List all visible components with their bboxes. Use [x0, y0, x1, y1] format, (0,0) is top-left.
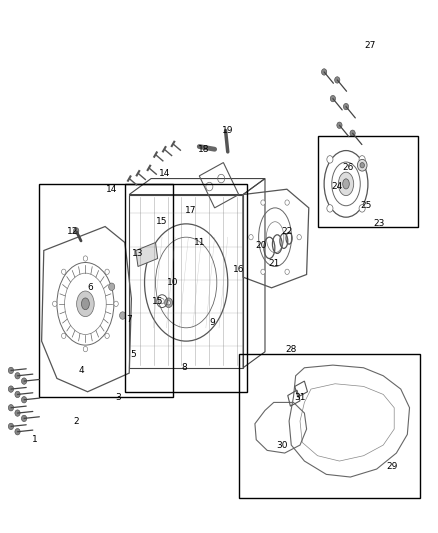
Text: 27: 27 [364, 41, 376, 50]
Circle shape [335, 77, 340, 83]
Circle shape [105, 269, 109, 274]
Circle shape [8, 386, 14, 392]
Ellipse shape [81, 298, 89, 310]
Bar [318, 136, 418, 227]
Text: 4: 4 [78, 366, 84, 375]
Bar [125, 184, 247, 392]
Ellipse shape [338, 172, 354, 196]
Text: 19: 19 [222, 126, 233, 135]
Text: 3: 3 [115, 393, 121, 401]
Circle shape [8, 405, 14, 411]
Circle shape [261, 200, 265, 205]
Text: 31: 31 [294, 393, 306, 401]
Text: 23: 23 [373, 220, 385, 228]
Circle shape [15, 429, 20, 435]
Circle shape [74, 228, 79, 234]
Circle shape [109, 283, 115, 290]
Circle shape [285, 200, 289, 205]
Circle shape [21, 378, 27, 384]
Text: 8: 8 [181, 364, 187, 372]
Circle shape [261, 269, 265, 274]
Circle shape [62, 269, 66, 274]
Circle shape [62, 333, 66, 338]
Text: 24: 24 [332, 182, 343, 191]
Text: 5: 5 [131, 350, 137, 359]
Circle shape [8, 423, 14, 430]
Circle shape [249, 235, 253, 240]
Text: 26: 26 [343, 164, 354, 172]
Circle shape [83, 346, 88, 352]
Text: 22: 22 [281, 228, 293, 236]
Text: 2: 2 [74, 417, 79, 425]
Bar [239, 354, 420, 498]
Bar [39, 184, 173, 397]
Circle shape [15, 410, 20, 416]
Circle shape [350, 130, 355, 136]
Ellipse shape [77, 291, 94, 317]
Circle shape [327, 156, 333, 163]
Polygon shape [136, 243, 158, 266]
Ellipse shape [360, 163, 364, 168]
Circle shape [337, 122, 342, 128]
Circle shape [21, 397, 27, 403]
Circle shape [359, 205, 365, 212]
Text: 30: 30 [277, 441, 288, 449]
Circle shape [15, 373, 20, 379]
Text: 1: 1 [32, 435, 38, 444]
Ellipse shape [357, 159, 367, 171]
Text: 14: 14 [106, 185, 117, 193]
Circle shape [330, 95, 336, 102]
Text: 15: 15 [156, 217, 168, 225]
Text: 7: 7 [126, 316, 132, 324]
Circle shape [105, 333, 109, 338]
Text: 13: 13 [132, 249, 144, 257]
Circle shape [297, 235, 301, 240]
Text: 6: 6 [87, 284, 93, 292]
Circle shape [167, 301, 170, 305]
Circle shape [21, 415, 27, 422]
Text: 16: 16 [233, 265, 244, 273]
Circle shape [83, 256, 88, 261]
Circle shape [53, 301, 57, 306]
Text: 11: 11 [194, 238, 205, 247]
Text: 9: 9 [209, 318, 215, 327]
Circle shape [285, 269, 289, 274]
Text: 12: 12 [67, 228, 78, 236]
Circle shape [114, 301, 118, 306]
Text: 21: 21 [268, 260, 279, 268]
Circle shape [343, 103, 349, 110]
Text: 25: 25 [360, 201, 371, 209]
Circle shape [321, 69, 327, 75]
Text: 14: 14 [159, 169, 170, 177]
Circle shape [120, 312, 126, 319]
Circle shape [8, 367, 14, 374]
Circle shape [359, 156, 365, 163]
Text: 20: 20 [255, 241, 266, 249]
Ellipse shape [343, 179, 350, 189]
Text: 17: 17 [185, 206, 196, 215]
Circle shape [165, 298, 173, 308]
Text: 10: 10 [167, 278, 179, 287]
Text: 29: 29 [386, 462, 398, 471]
Text: 15: 15 [152, 297, 163, 305]
Text: 28: 28 [286, 345, 297, 353]
Text: 18: 18 [198, 145, 209, 154]
Circle shape [15, 391, 20, 398]
Circle shape [327, 205, 333, 212]
